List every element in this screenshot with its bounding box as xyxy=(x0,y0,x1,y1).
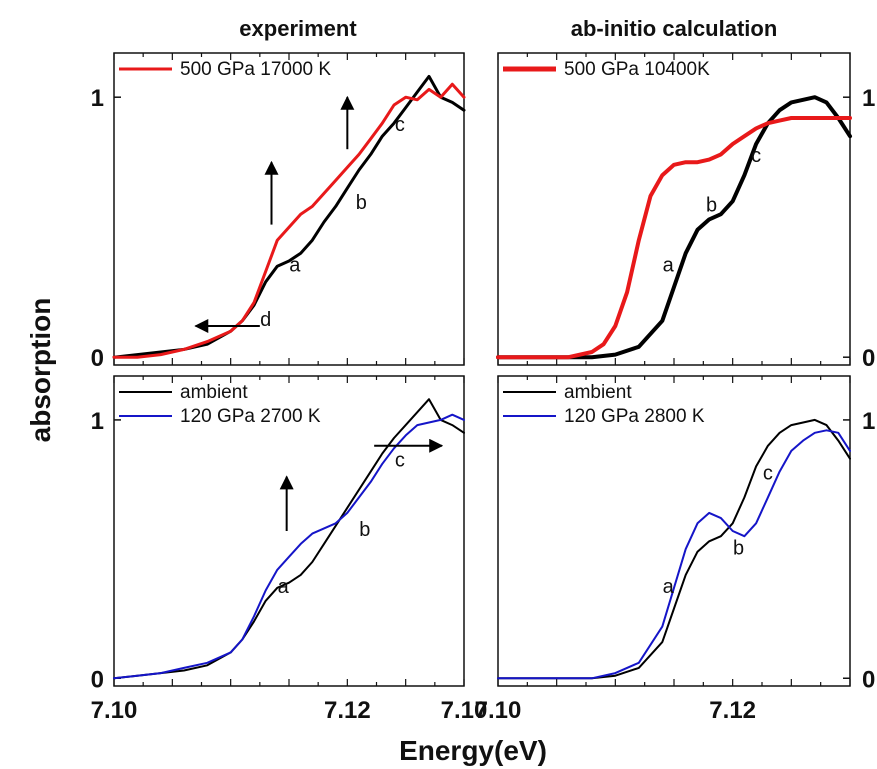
y-tick-label: 0 xyxy=(862,666,875,693)
legend-label: 120 GPa 2700 K xyxy=(180,406,321,427)
y-tick-label: 1 xyxy=(91,85,104,112)
annotation-label: c xyxy=(395,449,405,471)
annotation-label: c xyxy=(763,462,773,484)
x-tick-label: 7.10 xyxy=(441,697,488,724)
x-tick-label: 7.12 xyxy=(709,697,756,724)
y-tick-label: 1 xyxy=(91,408,104,435)
panel-3: 0 1 7.10 7.12 ambient 120 GPa 2800 K a b c xyxy=(475,375,875,724)
column-title-experiment: experiment xyxy=(239,16,357,41)
annotation-label: c xyxy=(395,114,405,136)
annotation-label: a xyxy=(278,576,290,598)
series-line-0 xyxy=(497,418,851,680)
x-tick-label: 7.10 xyxy=(91,697,138,724)
panel-2: 0 1 7.10 7.12 7.10 ambient 120 GPa 2700 K a b c xyxy=(91,375,488,724)
legend-label: ambient xyxy=(564,382,632,403)
annotation-label: b xyxy=(733,537,744,559)
series-line-0 xyxy=(496,95,852,360)
series-line-1 xyxy=(112,82,466,359)
y-tick-label: 0 xyxy=(91,666,104,693)
annotation-label: a xyxy=(663,254,675,276)
series-line-0 xyxy=(112,74,466,359)
annotation-label: b xyxy=(356,192,367,214)
annotation-label: c xyxy=(751,145,761,167)
panel-1: 0 1 500 GPa 10400K a b c xyxy=(496,52,875,372)
y-tick-label: 1 xyxy=(862,408,875,435)
panel-0: 0 1 500 GPa 17000 K a b c d xyxy=(91,52,466,372)
column-title-calculation: ab-initio calculation xyxy=(571,16,778,41)
annotation-label: b xyxy=(706,195,717,217)
legend-label: 120 GPa 2800 K xyxy=(564,406,705,427)
legend-label: ambient xyxy=(180,382,248,403)
series-line-1 xyxy=(496,116,852,360)
annotation-label: a xyxy=(289,254,301,276)
annotation-label: b xyxy=(359,519,370,541)
y-tick-label: 0 xyxy=(862,345,875,372)
legend-label: 500 GPa 17000 K xyxy=(180,59,331,80)
y-tick-label: 0 xyxy=(91,345,104,372)
x-tick-label: 7.12 xyxy=(324,697,371,724)
annotation-label: a xyxy=(663,576,675,598)
x-axis-label: Energy(eV) xyxy=(399,735,547,766)
series-line-0 xyxy=(113,398,465,680)
y-axis-label: absorption xyxy=(25,298,56,443)
annotation-label: d xyxy=(260,309,271,331)
legend-label: 500 GPa 10400K xyxy=(564,59,710,80)
series-line-1 xyxy=(497,429,851,680)
series-line-1 xyxy=(113,413,465,680)
x-tick-label: 7.10 xyxy=(475,697,522,724)
y-tick-label: 1 xyxy=(862,85,875,112)
